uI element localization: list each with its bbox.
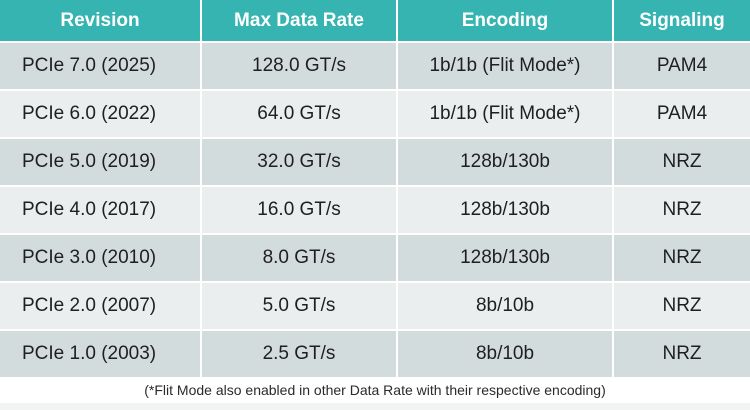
cell-encoding: 128b/130b <box>398 187 614 235</box>
cell-encoding: 128b/130b <box>398 235 614 283</box>
table-row: PCIe 4.0 (2017) 16.0 GT/s 128b/130b NRZ <box>0 187 750 235</box>
table-row: PCIe 6.0 (2022) 64.0 GT/s 1b/1b (Flit Mo… <box>0 91 750 139</box>
cell-encoding: 1b/1b (Flit Mode*) <box>398 91 614 139</box>
cell-max-data-rate: 128.0 GT/s <box>202 43 398 91</box>
cell-max-data-rate: 16.0 GT/s <box>202 187 398 235</box>
pcie-revision-table: Revision Max Data Rate Encoding Signalin… <box>0 0 750 379</box>
table-row: PCIe 2.0 (2007) 5.0 GT/s 8b/10b NRZ <box>0 283 750 331</box>
cell-max-data-rate: 64.0 GT/s <box>202 91 398 139</box>
cell-max-data-rate: 32.0 GT/s <box>202 139 398 187</box>
table-row: PCIe 1.0 (2003) 2.5 GT/s 8b/10b NRZ <box>0 331 750 379</box>
header-signaling: Signaling <box>614 0 750 43</box>
table-row: PCIe 5.0 (2019) 32.0 GT/s 128b/130b NRZ <box>0 139 750 187</box>
footnote: (*Flit Mode also enabled in other Data R… <box>144 382 606 398</box>
cell-signaling: NRZ <box>614 331 750 379</box>
cell-encoding: 8b/10b <box>398 331 614 379</box>
header-encoding: Encoding <box>398 0 614 43</box>
cell-encoding: 1b/1b (Flit Mode*) <box>398 43 614 91</box>
table-row: PCIe 3.0 (2010) 8.0 GT/s 128b/130b NRZ <box>0 235 750 283</box>
cell-encoding: 8b/10b <box>398 283 614 331</box>
cell-max-data-rate: 5.0 GT/s <box>202 283 398 331</box>
cell-signaling: NRZ <box>614 139 750 187</box>
cell-max-data-rate: 2.5 GT/s <box>202 331 398 379</box>
header-revision: Revision <box>0 0 202 43</box>
cell-signaling: PAM4 <box>614 43 750 91</box>
table-row: PCIe 7.0 (2025) 128.0 GT/s 1b/1b (Flit M… <box>0 43 750 91</box>
cell-encoding: 128b/130b <box>398 139 614 187</box>
cell-revision: PCIe 2.0 (2007) <box>0 283 202 331</box>
cell-revision: PCIe 1.0 (2003) <box>0 331 202 379</box>
table-header-row: Revision Max Data Rate Encoding Signalin… <box>0 0 750 43</box>
cell-revision: PCIe 3.0 (2010) <box>0 235 202 283</box>
cell-signaling: NRZ <box>614 235 750 283</box>
bottom-divider <box>0 403 750 410</box>
cell-signaling: NRZ <box>614 283 750 331</box>
cell-revision: PCIe 4.0 (2017) <box>0 187 202 235</box>
cell-signaling: NRZ <box>614 187 750 235</box>
cell-max-data-rate: 8.0 GT/s <box>202 235 398 283</box>
header-max-data-rate: Max Data Rate <box>202 0 398 43</box>
cell-signaling: PAM4 <box>614 91 750 139</box>
cell-revision: PCIe 5.0 (2019) <box>0 139 202 187</box>
cell-revision: PCIe 7.0 (2025) <box>0 43 202 91</box>
cell-revision: PCIe 6.0 (2022) <box>0 91 202 139</box>
